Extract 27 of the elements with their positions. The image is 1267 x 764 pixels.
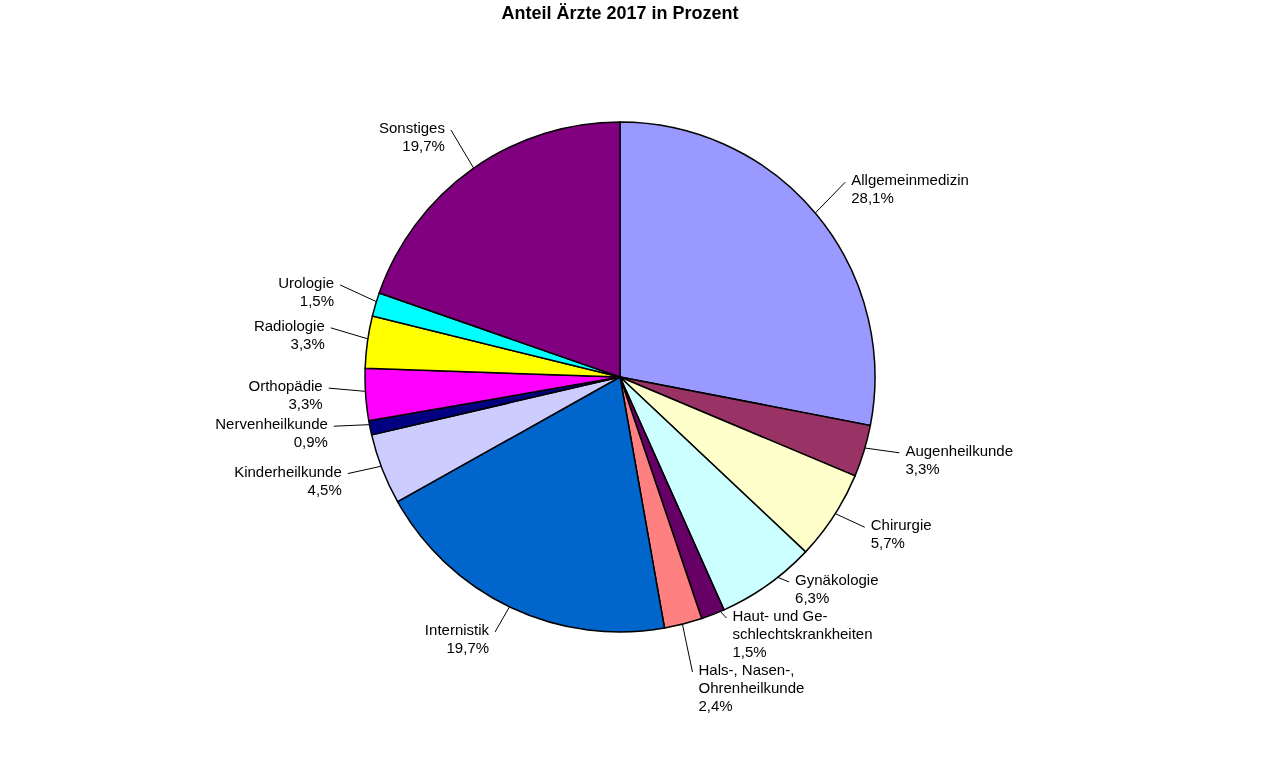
slice-label: Nervenheilkunde bbox=[215, 415, 328, 433]
data-label: 1,5% bbox=[299, 291, 335, 309]
data-label: 28,1% bbox=[851, 189, 894, 207]
data-label: 2,4% bbox=[698, 697, 733, 714]
slice-label: Haut- und Ge- schlechtskrankheiten bbox=[732, 607, 873, 642]
slice-label: Radiologie bbox=[253, 316, 325, 334]
data-label: 4,5% bbox=[307, 480, 342, 498]
data-label: 1,5% bbox=[732, 643, 767, 660]
slice-label: Allgemeinmedizin bbox=[851, 171, 969, 189]
data-label: 19,7% bbox=[446, 638, 490, 656]
slice-label: Orthopädie bbox=[248, 377, 323, 395]
data-label: 3,3% bbox=[288, 395, 323, 413]
slice-label: Sonstiges bbox=[379, 118, 445, 136]
slice-label: Urologie bbox=[278, 273, 335, 291]
slice-label: Internistik bbox=[424, 620, 490, 638]
data-label: 0,9% bbox=[293, 433, 328, 451]
data-label: 19,7% bbox=[402, 136, 445, 154]
slice-label: Kinderheilkunde bbox=[234, 462, 342, 480]
data-label: 3,3% bbox=[290, 334, 325, 352]
data-label: 5,7% bbox=[870, 534, 905, 552]
slice-label: Augenheilkunde bbox=[905, 441, 1013, 459]
chart-title: Anteil Ärzte 2017 in Prozent bbox=[501, 3, 739, 23]
data-label: 6,3% bbox=[795, 589, 830, 606]
slice-label: Gynäkologie bbox=[795, 571, 879, 588]
slice-label: Hals-, Nasen-, Ohrenheilkunde bbox=[698, 661, 805, 696]
slice-label: Chirurgie bbox=[870, 516, 932, 534]
data-label: 3,3% bbox=[905, 459, 940, 477]
